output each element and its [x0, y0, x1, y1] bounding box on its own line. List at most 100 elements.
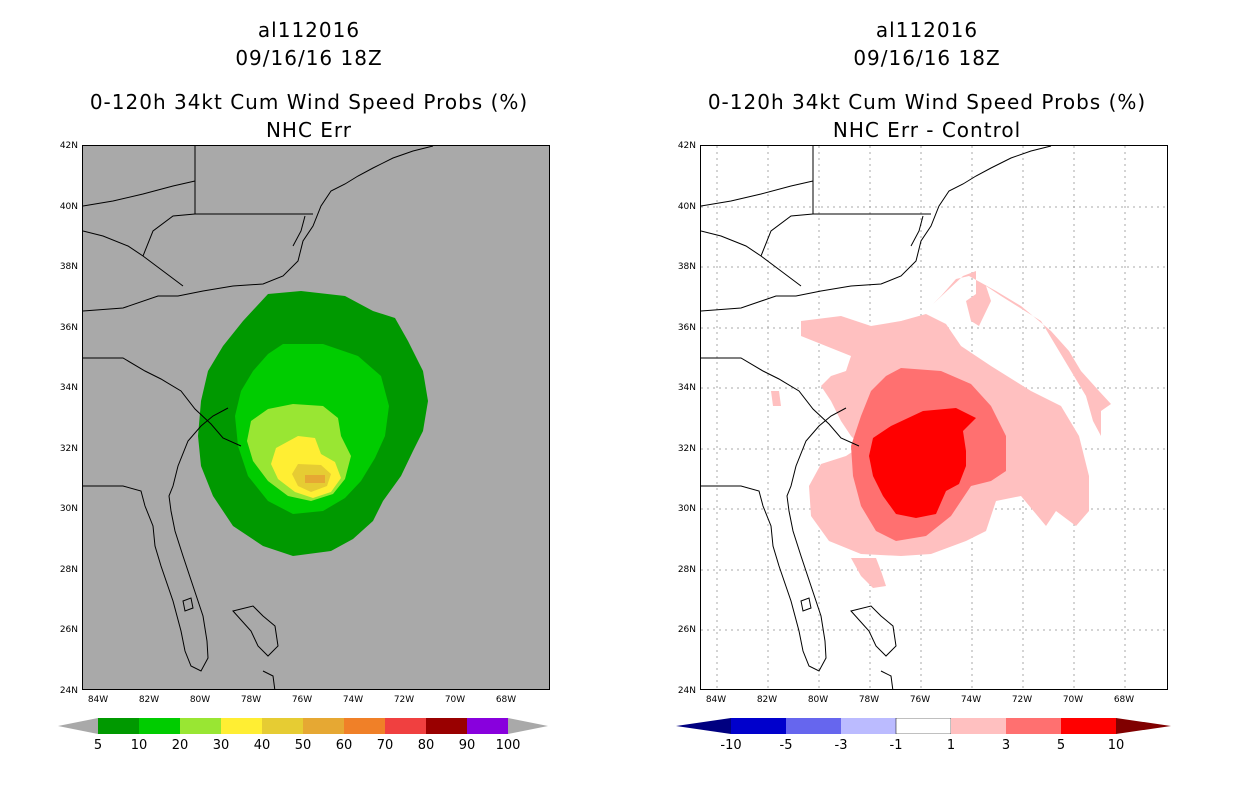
- cbar-label: 90: [458, 738, 476, 753]
- ylabel: 38N: [59, 262, 78, 272]
- cbar-bin: [98, 718, 139, 734]
- ylabel: 42N: [59, 141, 78, 151]
- cbar-bin: [303, 718, 344, 734]
- cbar-arrow-right: [1116, 718, 1171, 734]
- cbar-bin: [221, 718, 262, 734]
- cbar-label: -3: [834, 738, 848, 753]
- cbar-bin: [841, 718, 896, 734]
- left-map: [82, 145, 550, 690]
- cbar-label: 20: [171, 738, 189, 753]
- cbar-label: 60: [335, 738, 353, 753]
- right-storm-id: al112016: [875, 18, 979, 42]
- cbar-label: 50: [294, 738, 312, 753]
- cbar-label: 10: [130, 738, 148, 753]
- left-panel: al112016 09/16/16 18Z 0-120h 34kt Cum Wi…: [0, 18, 618, 753]
- right-product-title: 0-120h 34kt Cum Wind Speed Probs (%): [707, 90, 1147, 114]
- xlabel: 68W: [495, 695, 517, 705]
- left-subtitle: NHC Err: [265, 118, 353, 142]
- xlabel: 72W: [1011, 695, 1033, 705]
- cbar-bin: [467, 718, 508, 734]
- cbar-bin: [1006, 718, 1061, 734]
- xlabel: 82W: [138, 695, 160, 705]
- ylabel: 42N: [677, 141, 696, 151]
- xlabel: 76W: [909, 695, 931, 705]
- cbar-bin: [951, 718, 1006, 734]
- xlabel: 74W: [960, 695, 982, 705]
- xlabel: 78W: [240, 695, 262, 705]
- xlabel: 74W: [342, 695, 364, 705]
- cbar-bin: [262, 718, 303, 734]
- right-colorbar-svg: [676, 718, 1171, 734]
- cbar-bin: [139, 718, 180, 734]
- ylabel: 30N: [59, 504, 78, 514]
- cbar-label: 3: [1001, 738, 1011, 753]
- xlabel: 82W: [756, 695, 778, 705]
- cbar-label: 70: [376, 738, 394, 753]
- xlabel: 84W: [87, 695, 109, 705]
- ylabel: 36N: [59, 323, 78, 333]
- cbar-bin: [344, 718, 385, 734]
- ylabel: 40N: [677, 202, 696, 212]
- cbar-arrow-left: [58, 718, 98, 734]
- xlabel: 70W: [1062, 695, 1084, 705]
- prob-50-contour: [305, 475, 325, 483]
- cbar-bin: [180, 718, 221, 734]
- ylabel: 24N: [59, 686, 78, 696]
- xlabel: 68W: [1113, 695, 1135, 705]
- cbar-arrow-left: [676, 718, 731, 734]
- cbar-label: 10: [1107, 738, 1125, 753]
- right-datetime: 09/16/16 18Z: [853, 46, 1001, 70]
- ylabel: 28N: [59, 565, 78, 575]
- left-datetime: 09/16/16 18Z: [235, 46, 383, 70]
- diff-5-10-contour: [869, 408, 976, 518]
- cbar-bin: [1061, 718, 1116, 734]
- cbar-label: -1: [889, 738, 903, 753]
- cbar-label: 1: [946, 738, 956, 753]
- coastlines: [83, 146, 434, 689]
- ylabel: 34N: [677, 383, 696, 393]
- left-colorbar: [0, 718, 618, 734]
- right-map-svg: [701, 146, 1167, 689]
- cbar-label: 5: [1056, 738, 1066, 753]
- cbar-label: 5: [93, 738, 103, 753]
- right-panel: al112016 09/16/16 18Z 0-120h 34kt Cum Wi…: [618, 0, 1236, 800]
- xlabel: 80W: [189, 695, 211, 705]
- ylabel: 38N: [677, 262, 696, 272]
- ylabel: 28N: [677, 565, 696, 575]
- left-product-title: 0-120h 34kt Cum Wind Speed Probs (%): [89, 90, 529, 114]
- ylabel: 40N: [59, 202, 78, 212]
- xlabel: 72W: [393, 695, 415, 705]
- left-colorbar-svg: [58, 718, 548, 734]
- cbar-label: 30: [212, 738, 230, 753]
- ylabel: 26N: [59, 625, 78, 635]
- diff-1-3-south: [851, 558, 886, 588]
- cbar-bin: [731, 718, 786, 734]
- diff-1-3-contour: [933, 271, 1111, 436]
- cbar-label: -10: [720, 738, 742, 753]
- ylabel: 24N: [677, 686, 696, 696]
- ylabel: 32N: [59, 444, 78, 454]
- cbar-bin: [426, 718, 467, 734]
- cbar-arrow-right: [508, 718, 548, 734]
- right-subtitle: NHC Err - Control: [832, 118, 1022, 142]
- xlabel: 70W: [444, 695, 466, 705]
- diff-1-3-west: [771, 391, 781, 406]
- ylabel: 32N: [677, 444, 696, 454]
- cbar-label: 100: [495, 738, 521, 753]
- xlabel: 84W: [705, 695, 727, 705]
- ylabel: 26N: [677, 625, 696, 635]
- cbar-label: 40: [253, 738, 271, 753]
- ylabel: 36N: [677, 323, 696, 333]
- cbar-bin: [895, 718, 952, 734]
- cbar-label: 80: [417, 738, 435, 753]
- left-map-svg: [83, 146, 434, 689]
- xlabel: 78W: [858, 695, 880, 705]
- cbar-bin: [786, 718, 841, 734]
- xlabel: 76W: [291, 695, 313, 705]
- cbar-label: -5: [779, 738, 793, 753]
- right-colorbar: [618, 718, 1236, 734]
- ylabel: 34N: [59, 383, 78, 393]
- left-storm-id: al112016: [257, 18, 361, 42]
- xlabel: 80W: [807, 695, 829, 705]
- coastlines: [701, 146, 1052, 689]
